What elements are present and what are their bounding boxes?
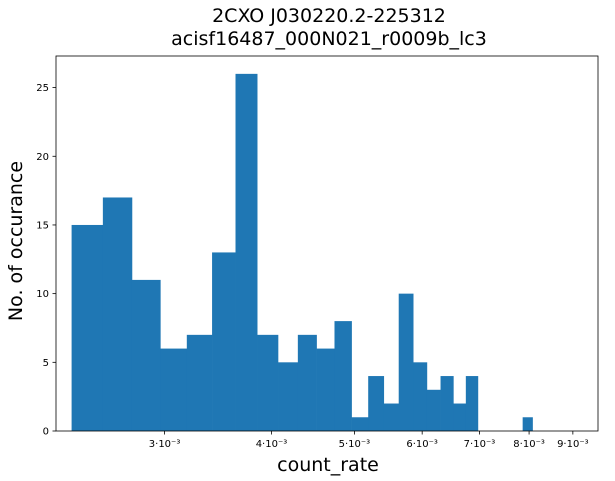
histogram-bar-17	[426, 389, 441, 431]
histogram-bar-10	[316, 348, 335, 431]
histogram-bar-11	[334, 321, 352, 431]
histogram-bar-18	[440, 376, 454, 431]
histogram-bar-8	[278, 362, 299, 431]
chart-title-line2: acisf16487_000N021_r0009b_lc3	[171, 28, 487, 50]
histogram-bar-2	[131, 279, 161, 431]
histogram-bar-12	[351, 417, 369, 431]
x-axis-ticks: 3·10⁻³ 4·10⁻³ 5·10⁻³ 6·10⁻³ 7·10⁻³ 8·10⁻³ 9·10…	[149, 431, 589, 450]
y-axis-ticks: 0 5 10 15 20 25	[36, 83, 56, 438]
x-tick-label: 7·10⁻³	[464, 439, 496, 450]
x-axis-label: count_rate	[277, 454, 379, 476]
x-tick-label: 8·10⁻³	[513, 439, 545, 450]
plot-frame	[55, 55, 599, 432]
chart-title-line1: 2CXO J030220.2-225312	[212, 5, 446, 27]
histogram-bar-20	[465, 376, 479, 431]
histogram-bar-14	[383, 403, 400, 431]
y-tick-label: 15	[36, 220, 49, 231]
histogram-bar-6	[235, 73, 258, 432]
x-tick-label: 3·10⁻³	[149, 439, 181, 450]
y-axis-label: No. of occurance	[5, 161, 27, 321]
y-tick-label: 10	[36, 289, 49, 300]
histogram-bar-25	[522, 417, 533, 431]
x-tick-label: 4·10⁻³	[256, 439, 288, 450]
histogram-bar-3	[160, 348, 188, 431]
histogram-bar-7	[257, 334, 279, 431]
histogram-bar-9	[297, 334, 317, 431]
y-tick-label: 0	[43, 427, 49, 438]
y-tick-label: 5	[43, 358, 49, 369]
histogram-bar-5	[212, 252, 236, 431]
x-tick-label: 9·10⁻³	[557, 439, 589, 450]
y-tick-label: 25	[36, 83, 49, 94]
y-tick-label: 20	[36, 152, 49, 163]
histogram-bar-15	[398, 293, 414, 431]
histogram-bar-13	[368, 376, 385, 431]
x-tick-label: 6·10⁻³	[406, 439, 438, 450]
histogram-bars	[71, 73, 533, 432]
histogram-bar-1	[102, 197, 133, 431]
histogram-bar-16	[413, 362, 428, 431]
histogram-bar-19	[453, 403, 467, 431]
histogram-bar-0	[71, 224, 104, 431]
x-tick-label: 5·10⁻³	[339, 439, 371, 450]
histogram-bar-4	[186, 334, 213, 431]
